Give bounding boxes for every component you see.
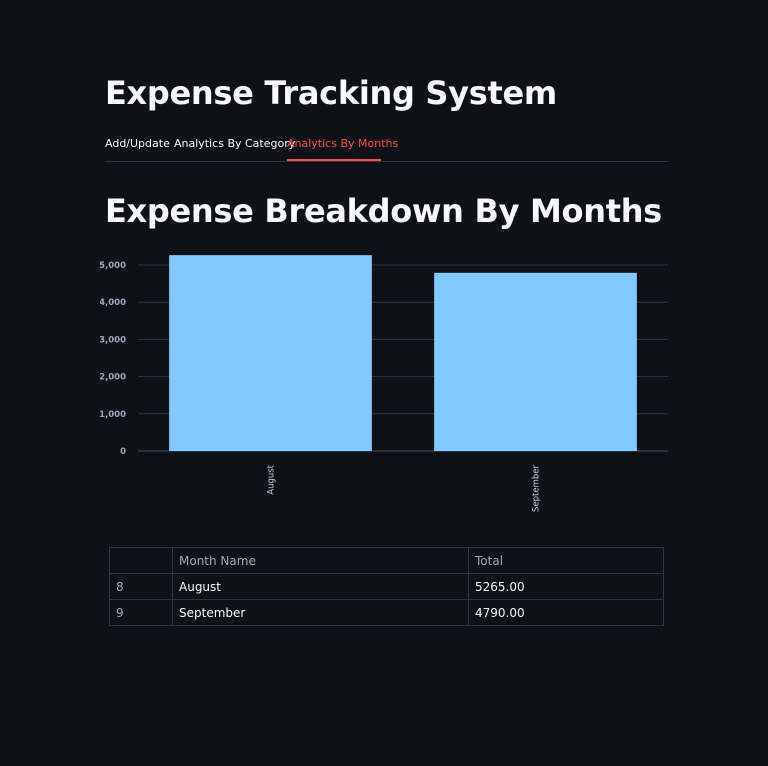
table-cell-index: 8 bbox=[110, 573, 173, 600]
tab-bar: Add/Update Analytics By Category Analyti… bbox=[105, 130, 668, 162]
section-title: Expense Breakdown By Months bbox=[105, 192, 662, 230]
y-tick-label: 5,000 bbox=[100, 261, 126, 271]
months-bar-chart: 0 1,000 2,000 3,000 4,000 5,000 August Septembe… bbox=[100, 255, 668, 512]
y-tick-label: 2,000 bbox=[100, 373, 126, 383]
tab-analytics-by-months[interactable]: Analytics By Months bbox=[287, 137, 399, 150]
table-cell-index: 9 bbox=[110, 599, 173, 625]
table-header-index bbox=[110, 548, 173, 574]
y-tick-label: 3,000 bbox=[100, 335, 126, 345]
table-header-month-name[interactable]: Month Name bbox=[172, 548, 469, 574]
tab-add-update[interactable]: Add/Update bbox=[105, 137, 170, 150]
app-title: Expense Tracking System bbox=[105, 74, 557, 112]
x-tick-label: August bbox=[267, 464, 277, 494]
y-tick-label: 4,000 bbox=[100, 298, 126, 308]
bar bbox=[169, 255, 372, 451]
table-cell-total[interactable]: 4790.00 bbox=[475, 605, 525, 620]
x-tick-label: September bbox=[532, 464, 542, 511]
table-cell-total[interactable]: 5265.00 bbox=[468, 573, 663, 600]
y-tick-label: 0 bbox=[120, 447, 126, 457]
y-tick-label: 1,000 bbox=[100, 410, 126, 420]
table-row[interactable]: 8 August 5265.00 bbox=[110, 573, 663, 600]
active-tab-indicator bbox=[287, 159, 381, 161]
table-row[interactable]: 9 September 4790.00 bbox=[110, 599, 663, 625]
months-data-table[interactable]: Month Name Total 8 August 5265.00 9 Sept… bbox=[109, 547, 664, 626]
table-header-row: Month Name Total bbox=[110, 548, 663, 574]
table-header-total[interactable]: Total bbox=[468, 548, 663, 574]
table-cell-month-name[interactable]: August bbox=[172, 573, 469, 600]
bar bbox=[434, 272, 637, 451]
table-cell-month-name[interactable]: September bbox=[172, 599, 469, 625]
tab-analytics-by-category[interactable]: Analytics By Category bbox=[174, 137, 296, 150]
